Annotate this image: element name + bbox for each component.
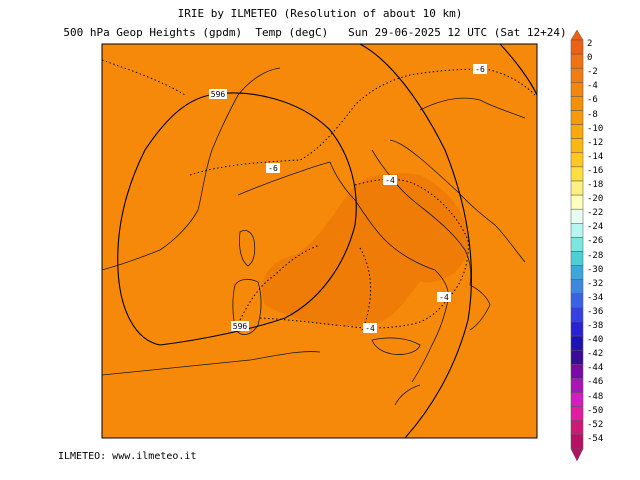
colorbar-swatch — [570, 96, 584, 111]
colorbar-label: -10 — [587, 123, 604, 134]
colorbar-bottom-arrow — [570, 448, 584, 462]
coast-italy-west — [329, 161, 449, 383]
colorbar-label: -46 — [587, 377, 604, 388]
colorbar-label: -4 — [587, 81, 598, 92]
colorbar-swatch — [570, 251, 584, 266]
colorbar-label: -30 — [587, 264, 604, 275]
colorbar-label: -54 — [587, 433, 604, 444]
colorbar-label: -44 — [587, 363, 604, 374]
label-temp-e: -4 — [365, 324, 375, 333]
colorbar-swatch — [570, 194, 584, 210]
colorbar-label: -48 — [587, 391, 604, 402]
colorbar-label: -12 — [587, 137, 604, 148]
colorbar-swatch — [570, 82, 584, 97]
colorbar-swatch — [570, 223, 584, 238]
colorbar-swatch — [570, 124, 584, 139]
colorbar-swatch — [570, 39, 584, 55]
colorbar-label: -24 — [587, 222, 604, 233]
coast-africa-east — [394, 384, 421, 406]
chart-title: IRIE by ILMETEO (Resolution of about 10 … — [177, 7, 463, 20]
colorbar-label: -40 — [587, 335, 604, 346]
colorbar-label: -36 — [587, 306, 604, 317]
colorbar-swatch — [570, 335, 584, 351]
island-corsica — [239, 230, 256, 267]
coast-france-spain — [102, 67, 281, 271]
colorbar-label: -26 — [587, 236, 604, 247]
label-temp-a: -6 — [268, 164, 278, 173]
colorbar-label: -38 — [587, 321, 604, 331]
map-frame — [101, 43, 538, 439]
contour-labels: 596 596 -6 -6 -4 -4 -4 — [209, 64, 487, 333]
colorbar — [570, 29, 584, 462]
colorbar-swatch — [570, 279, 584, 295]
colorbar-label: -14 — [587, 151, 604, 162]
colorbar-label: -8 — [587, 109, 598, 120]
contour-596-east — [359, 44, 472, 438]
colorbar-label: -32 — [587, 278, 604, 289]
coast-africa — [102, 351, 321, 376]
coast-balkans — [419, 97, 526, 119]
colorbar-swatch — [570, 321, 584, 337]
colorbar-label: -2 — [587, 67, 598, 78]
label-temp-c: -4 — [385, 176, 395, 185]
label-temp-b: -6 — [475, 65, 485, 74]
isotherm-minus6-west — [102, 59, 186, 96]
colorbar-swatch — [570, 392, 584, 407]
colorbar-swatch — [570, 53, 584, 69]
chart-subtitle: 500 hPa Geop Heights (gpdm) Temp (degC) … — [63, 26, 567, 39]
colorbar-label: -42 — [587, 349, 604, 360]
colorbar-swatch — [570, 406, 584, 421]
colorbar-label: -6 — [587, 95, 598, 106]
contour-596-far-east — [499, 44, 537, 96]
colorbar-swatch — [570, 152, 584, 168]
colorbar-swatch — [570, 364, 584, 379]
colorbar-swatch — [570, 166, 584, 182]
coast-adriatic-east — [389, 139, 526, 263]
colorbar-label: -16 — [587, 165, 604, 176]
label-596-b: 596 — [233, 322, 248, 331]
colorbar-swatch — [570, 293, 584, 309]
colorbar-label: -52 — [587, 419, 604, 430]
colorbar-swatch — [570, 67, 584, 83]
colorbar-swatch — [570, 307, 584, 323]
colorbar-swatch — [570, 265, 584, 280]
colorbar-label: 2 — [587, 39, 593, 49]
colorbar-swatch — [570, 378, 584, 393]
isotherm-minus4 — [259, 178, 469, 329]
warm-zone — [261, 173, 470, 327]
colorbar-swatch — [570, 110, 584, 125]
colorbar-label: -18 — [587, 180, 604, 190]
island-sardinia — [232, 278, 262, 335]
colorbar-label: 0 — [587, 53, 593, 64]
label-temp-d: -4 — [439, 293, 449, 302]
colorbar-label: -22 — [587, 208, 604, 219]
colorbar-swatch — [570, 349, 584, 365]
colorbar-swatch — [570, 138, 584, 154]
footer-credit: ILMETEO: www.ilmeteo.it — [58, 451, 197, 462]
colorbar-swatch — [570, 208, 584, 224]
coast-liguria — [237, 161, 331, 196]
colorbar-swatch — [570, 237, 584, 252]
label-596-a: 596 — [211, 90, 226, 99]
colorbar-top-arrow — [570, 29, 584, 41]
temperature-isotherms — [102, 59, 536, 331]
colorbar-label: -34 — [587, 292, 604, 303]
colorbar-label: -50 — [587, 405, 604, 416]
island-sicily — [371, 337, 421, 355]
colorbar-swatch — [570, 420, 584, 436]
isotherm-minus6-north — [189, 68, 536, 176]
colorbar-swatch — [570, 180, 584, 196]
colorbar-label: -20 — [587, 194, 604, 205]
colorbar-label: -28 — [587, 250, 604, 261]
colorbar-swatch — [570, 434, 584, 450]
